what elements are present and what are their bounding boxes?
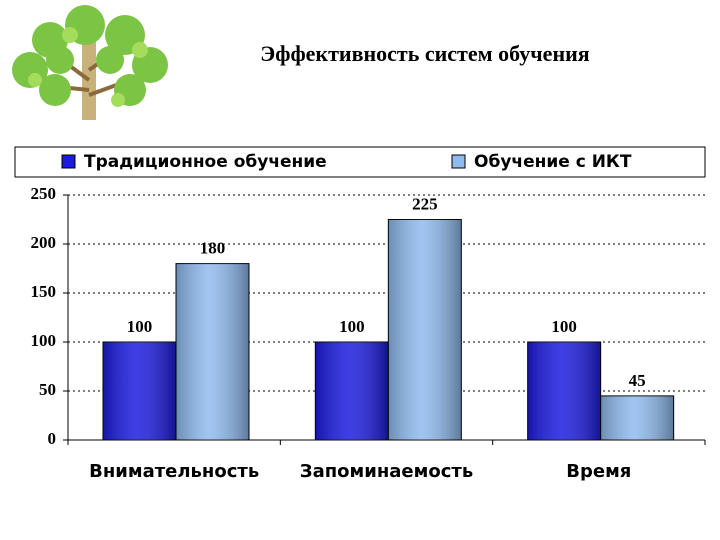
data-label: 225 (412, 194, 438, 213)
chart-title: Эффективность систем обучения (260, 41, 589, 66)
x-tick-label: Время (566, 461, 631, 482)
y-tick-label: 150 (31, 282, 57, 301)
x-tick-label: Внимательность (89, 461, 259, 482)
legend-swatch (451, 154, 466, 169)
data-label: 100 (127, 317, 153, 336)
y-tick-label: 250 (31, 184, 57, 203)
y-tick-label: 50 (39, 380, 56, 399)
bar (527, 341, 602, 441)
y-tick-label: 0 (48, 429, 57, 448)
x-tick-label: Запоминаемость (300, 461, 473, 482)
tree-logo (12, 5, 168, 120)
bar (387, 219, 462, 441)
bar (314, 341, 389, 441)
legend-box (14, 146, 706, 178)
data-label: 45 (629, 371, 646, 390)
legend-label: Традиционное обучение (84, 152, 327, 172)
y-tick-label: 100 (31, 331, 57, 350)
data-label: 100 (551, 317, 577, 336)
data-label: 180 (200, 239, 226, 258)
bar (102, 341, 177, 441)
legend-label: Обучение с ИКТ (474, 152, 632, 172)
bar (175, 263, 250, 441)
bar (600, 395, 675, 441)
data-label: 100 (339, 317, 365, 336)
legend-swatch (61, 154, 76, 169)
y-tick-label: 200 (31, 233, 57, 252)
